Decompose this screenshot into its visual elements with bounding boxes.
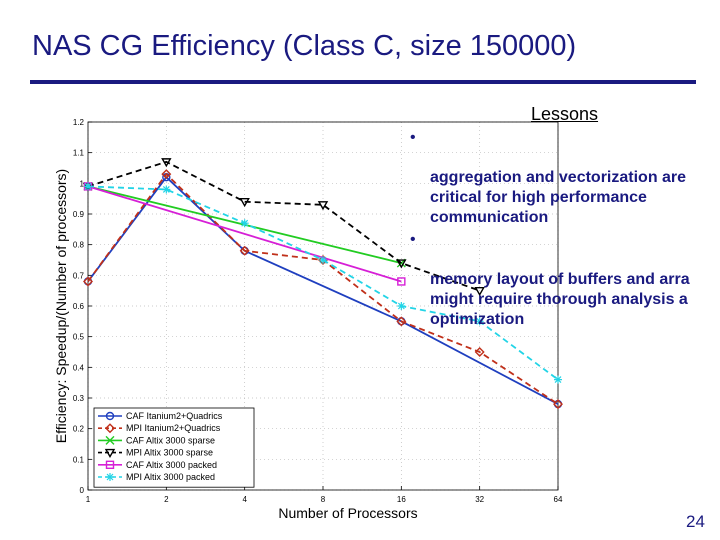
lessons-bullet-list: • aggregation and vectorization are crit… (408, 128, 720, 332)
y-tick-label-1: 0.1 (73, 455, 85, 464)
legend-entry-4: MPI Altix 3000 sparse (126, 448, 213, 458)
lessons-bullet-2-text: memory layout of buffers and arra might … (430, 271, 690, 328)
legend-box (93, 407, 255, 488)
series-2-point-3 (239, 245, 250, 256)
y-axis-label: Efficiency: Speedup/(Number of processor… (53, 169, 69, 443)
x-tick-label-2: 4 (242, 495, 247, 504)
legend-swatch-marker-4 (104, 448, 116, 459)
legend-swatch-marker-3 (105, 435, 115, 445)
y-tick-label-10: 1 (80, 179, 85, 188)
series-6-point-3 (240, 219, 249, 228)
lessons-bullet-1: • aggregation and vectorization are crit… (408, 128, 720, 228)
series-2-point-2 (161, 169, 172, 180)
x-tick-label-5: 32 (475, 495, 484, 504)
lessons-heading: Lessons (531, 104, 599, 124)
legend-swatch-marker-2 (105, 423, 115, 434)
bullet-dot-icon: • (410, 231, 416, 248)
page-number: 24 (686, 512, 705, 531)
y-tick-label-4: 0.4 (73, 363, 85, 372)
series-6-point-7 (554, 375, 562, 384)
series-6-point-2 (162, 185, 171, 194)
series-6-point-4 (319, 256, 327, 264)
lessons-bullet-1-text: aggregation and vectorization are critic… (430, 169, 687, 226)
bullet-dot-icon: • (410, 129, 416, 146)
y-tick-label-8: 0.8 (73, 241, 85, 250)
series-6-point-1 (84, 182, 92, 191)
series-2-point-7 (553, 399, 563, 410)
y-tick-label-2: 0.2 (73, 425, 85, 434)
series-2-point-1 (83, 276, 93, 287)
series-4-point-3 (239, 198, 250, 208)
series-5-line (87, 185, 402, 283)
y-tick-label-3: 0.3 (73, 394, 85, 403)
series-6-point-5 (397, 302, 406, 310)
y-tick-label-7: 0.7 (73, 271, 85, 280)
y-tick-label-0: 0 (80, 486, 85, 495)
series-2-point-6 (474, 347, 485, 357)
series-4-point-2 (161, 158, 172, 168)
series-4-point-4 (317, 201, 329, 211)
legend-swatch-marker-1 (105, 411, 115, 421)
series-2-point-5 (396, 316, 407, 327)
legend-entry-6: MPI Altix 3000 packed (126, 472, 215, 482)
series-4-point-5 (396, 259, 407, 269)
series-5-point-2 (397, 277, 406, 286)
slide-title: NAS CG Efficiency (Class C, size 150000) (32, 30, 577, 62)
series-6 (84, 182, 562, 384)
y-tick-label-5: 0.5 (73, 333, 85, 342)
y-tick-label-9: 0.9 (73, 210, 85, 219)
x-tick-label-3: 8 (321, 495, 326, 504)
series-6-point-6 (475, 317, 484, 326)
x-tick-label-4: 16 (397, 495, 406, 504)
legend-entry-1: CAF Itanium2+Quadrics (126, 411, 223, 421)
x-tick-label-0: 1 (86, 495, 91, 504)
lessons-bullet-2: • memory layout of buffers and arra migh… (408, 230, 720, 330)
title-underline-rule (30, 80, 696, 84)
y-tick-label-11: 1.1 (73, 149, 85, 158)
x-tick-label-1: 2 (164, 495, 169, 504)
legend-swatch-marker-6 (106, 473, 114, 481)
legend-entry-5: CAF Altix 3000 packed (126, 460, 217, 470)
legend-entry-2: MPI Itanium2+Quadrics (126, 423, 221, 433)
x-tick-label-6: 64 (554, 495, 563, 504)
legend-swatch-marker-5 (105, 460, 115, 469)
series-4-point-6 (474, 286, 485, 297)
legend-entry-3: CAF Altix 3000 sparse (126, 435, 215, 445)
y-tick-label-12: 1.2 (73, 118, 85, 127)
chart-legend: CAF Itanium2+Quadrics MPI Itanium2+Quadri… (93, 407, 255, 488)
x-axis-label: Number of Processors (278, 505, 417, 521)
y-tick-label-6: 0.6 (73, 302, 85, 311)
